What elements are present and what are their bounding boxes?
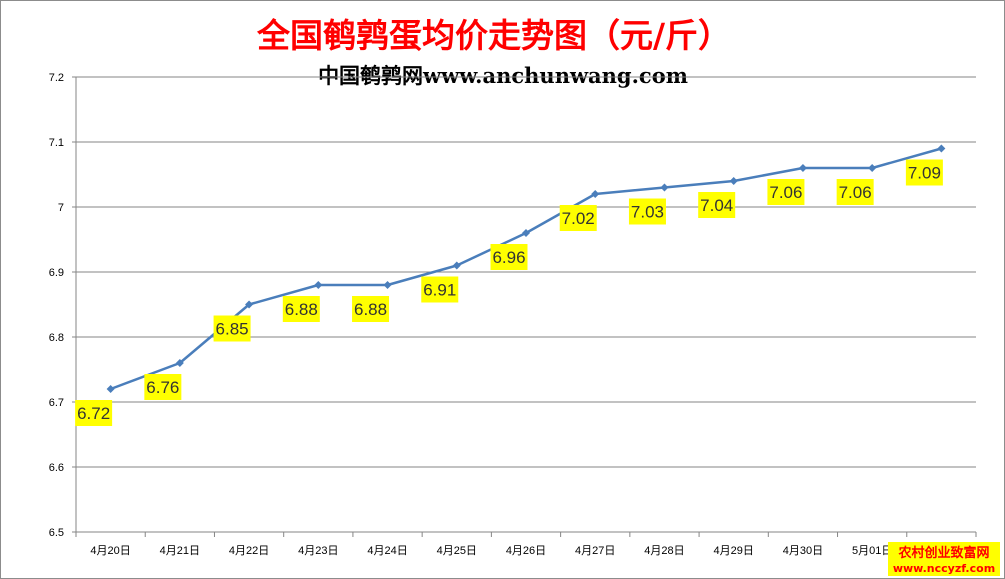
y-axis-ticks: 6.5 6.6 6.7 6.8 6.9 7 7.1 7.2	[49, 72, 64, 539]
y-tick-label: 6.5	[49, 527, 64, 539]
chart-subtitle: 中国鹌鹑网www.anchunwang.com	[318, 63, 688, 88]
data-point	[175, 359, 184, 367]
y-tick-label: 6.7	[49, 397, 64, 409]
data-label-box	[144, 374, 182, 400]
data-label: 7.02	[562, 209, 595, 228]
y-tick-label: 6.8	[49, 332, 64, 344]
y-tick-label: 7.2	[49, 72, 64, 84]
data-label-box	[352, 296, 390, 322]
data-label-box	[490, 244, 528, 270]
data-label: 6.88	[285, 300, 318, 319]
watermark-url: www.nccyzf.com	[893, 562, 995, 575]
data-label-box	[905, 159, 943, 186]
data-label-box	[836, 179, 874, 205]
y-tick-label: 7.1	[49, 137, 64, 149]
data-label: 6.88	[354, 300, 387, 319]
data-label-box	[559, 205, 597, 231]
data-point	[522, 229, 530, 237]
gridlines	[76, 76, 976, 533]
series	[106, 144, 946, 393]
data-point	[245, 300, 254, 309]
data-label: 7.04	[700, 196, 733, 215]
data-label-box	[75, 400, 113, 426]
x-tick-label: 4月20日	[90, 545, 130, 557]
x-tick-label: 4月30日	[783, 545, 823, 557]
x-tick-label: 4月29日	[714, 545, 754, 557]
data-point	[383, 281, 392, 289]
x-axis-ticks: 4月20日 4月21日 4月22日 4月23日 4月24日 4月25日 4月26日 4月27日…	[90, 545, 961, 557]
data-label: 6.96	[492, 248, 525, 267]
data-labels: 6.72 6.76 6.85 6.88 6.88 6.91 6.96 7.02 7.03 7.04…	[75, 159, 943, 426]
data-label: 6.91	[423, 281, 456, 300]
data-point	[314, 281, 323, 289]
data-label: 7.06	[769, 183, 802, 202]
x-tick-label: 4月21日	[160, 545, 200, 557]
watermark-name: 农村创业致富网	[897, 545, 989, 561]
y-tick-label: 6.9	[49, 267, 64, 279]
x-tick-label: 4月25日	[437, 545, 477, 557]
data-point	[798, 164, 807, 172]
data-label-box	[282, 296, 320, 322]
axes	[72, 76, 977, 537]
data-label-box	[628, 198, 666, 225]
data-label-box	[421, 276, 459, 303]
data-label: 6.72	[77, 404, 110, 423]
x-tick-label: 4月27日	[575, 545, 615, 557]
data-point	[591, 190, 600, 198]
x-tick-label: 4月22日	[229, 545, 269, 557]
x-tick-label: 4月28日	[644, 545, 684, 557]
data-label-box	[698, 192, 736, 218]
data-label: 6.76	[146, 378, 179, 397]
data-label: 7.09	[908, 164, 941, 183]
x-tick-label: 4月24日	[367, 545, 407, 557]
data-label-box	[213, 315, 251, 342]
data-point	[452, 261, 461, 270]
data-point	[937, 144, 946, 153]
data-point	[660, 183, 669, 192]
watermark-logo: 农村创业致富网 www.nccyzf.com	[888, 542, 1000, 576]
data-point	[868, 164, 877, 172]
y-tick-label: 6.6	[49, 462, 64, 474]
watermark-background	[888, 542, 1000, 576]
x-tick-label: 4月23日	[298, 545, 338, 557]
x-tick-label: 5月01日	[852, 545, 892, 557]
x-tick-label: 4月26日	[506, 545, 546, 557]
data-label: 7.03	[631, 203, 664, 222]
data-label: 6.85	[216, 320, 249, 339]
data-point	[106, 385, 115, 393]
data-label-box	[767, 179, 805, 205]
data-label: 7.06	[839, 183, 872, 202]
y-tick-label: 7	[58, 202, 64, 214]
chart-title: 全国鹌鹑蛋均价走势图（元/斤）	[256, 16, 731, 55]
data-point	[729, 177, 738, 185]
